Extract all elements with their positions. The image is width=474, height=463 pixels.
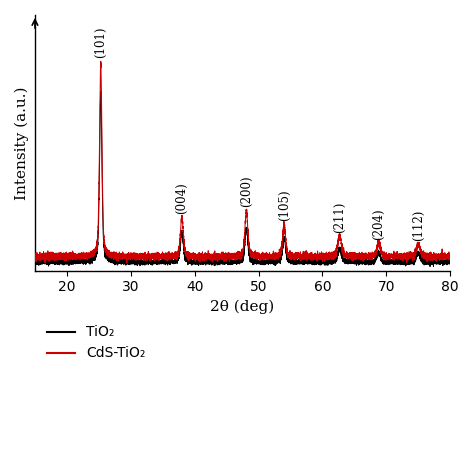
X-axis label: 2θ (deg): 2θ (deg) <box>210 300 275 314</box>
Legend: TiO₂, CdS-TiO₂: TiO₂, CdS-TiO₂ <box>42 320 151 366</box>
Text: (112): (112) <box>412 210 425 242</box>
Text: (101): (101) <box>94 26 107 57</box>
Text: (105): (105) <box>278 190 291 221</box>
Text: (004): (004) <box>175 182 188 214</box>
Text: (211): (211) <box>333 202 346 233</box>
Text: (204): (204) <box>372 209 385 240</box>
Y-axis label: Intensity (a.u.): Intensity (a.u.) <box>15 86 29 200</box>
Text: (200): (200) <box>240 175 253 207</box>
